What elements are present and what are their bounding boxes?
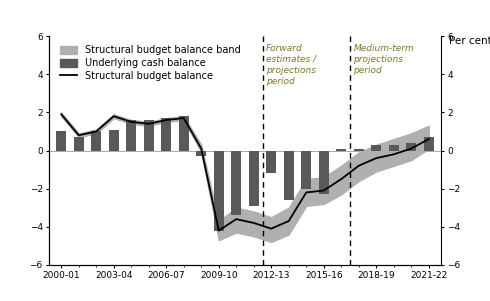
Bar — [56, 132, 66, 150]
Bar — [249, 150, 259, 206]
Bar — [301, 150, 311, 189]
Bar — [371, 145, 381, 150]
Bar — [406, 143, 416, 150]
Bar — [74, 137, 84, 150]
Bar — [109, 129, 119, 150]
Bar — [144, 120, 153, 150]
Bar — [196, 150, 206, 156]
Bar — [179, 116, 189, 150]
Bar — [354, 149, 364, 150]
Bar — [389, 145, 398, 150]
Legend: Structural budget balance band, Underlying cash balance, Structural budget balan: Structural budget balance band, Underlyi… — [58, 43, 243, 83]
Bar — [126, 120, 136, 150]
Text: Medium-term
projections
period: Medium-term projections period — [353, 44, 414, 75]
Bar — [231, 150, 241, 215]
Bar — [284, 150, 294, 200]
Bar — [267, 150, 276, 173]
Bar — [92, 132, 101, 150]
Bar — [424, 137, 434, 150]
Text: Per cent of GDP: Per cent of GDP — [449, 36, 490, 46]
Bar — [337, 149, 346, 150]
Bar — [319, 150, 329, 194]
Text: Forward
estimates /
projections
period: Forward estimates / projections period — [266, 44, 316, 86]
Bar — [214, 150, 223, 231]
Bar — [161, 118, 171, 150]
